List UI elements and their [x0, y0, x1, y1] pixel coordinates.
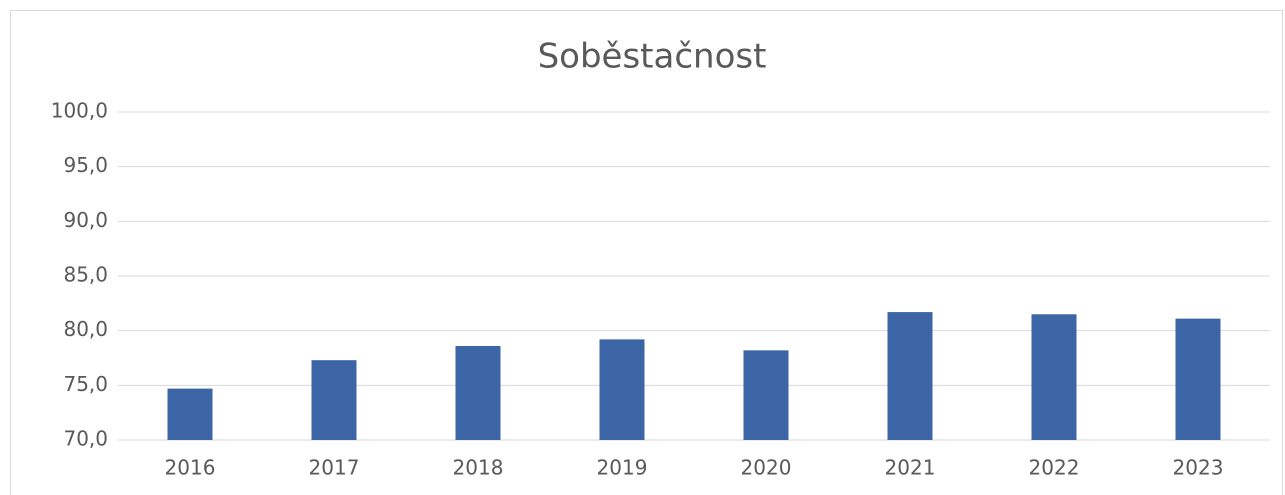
x-tick-label: 2023: [1173, 456, 1224, 480]
bar: [743, 350, 789, 440]
y-tick-label: 85,0: [63, 263, 108, 287]
y-tick-label: 75,0: [63, 372, 108, 396]
bar: [1031, 314, 1077, 440]
y-tick-label: 70,0: [63, 427, 108, 451]
bar: [599, 339, 645, 440]
chart-title: Soběstačnost: [538, 37, 767, 77]
y-tick-label: 80,0: [63, 317, 108, 341]
x-tick-label: 2020: [741, 456, 792, 480]
bar: [1175, 318, 1221, 440]
bar: [311, 360, 357, 440]
bar: [167, 388, 213, 440]
y-tick-label: 100,0: [51, 99, 108, 123]
x-tick-label: 2022: [1029, 456, 1080, 480]
x-tick-label: 2016: [165, 456, 216, 480]
bar: [887, 312, 933, 440]
x-tick-label: 2018: [453, 456, 504, 480]
x-tick-label: 2019: [597, 456, 648, 480]
y-tick-label: 90,0: [63, 208, 108, 232]
x-tick-label: 2017: [309, 456, 360, 480]
y-tick-label: 95,0: [63, 153, 108, 177]
x-tick-label: 2021: [885, 456, 936, 480]
bar: [455, 345, 501, 440]
